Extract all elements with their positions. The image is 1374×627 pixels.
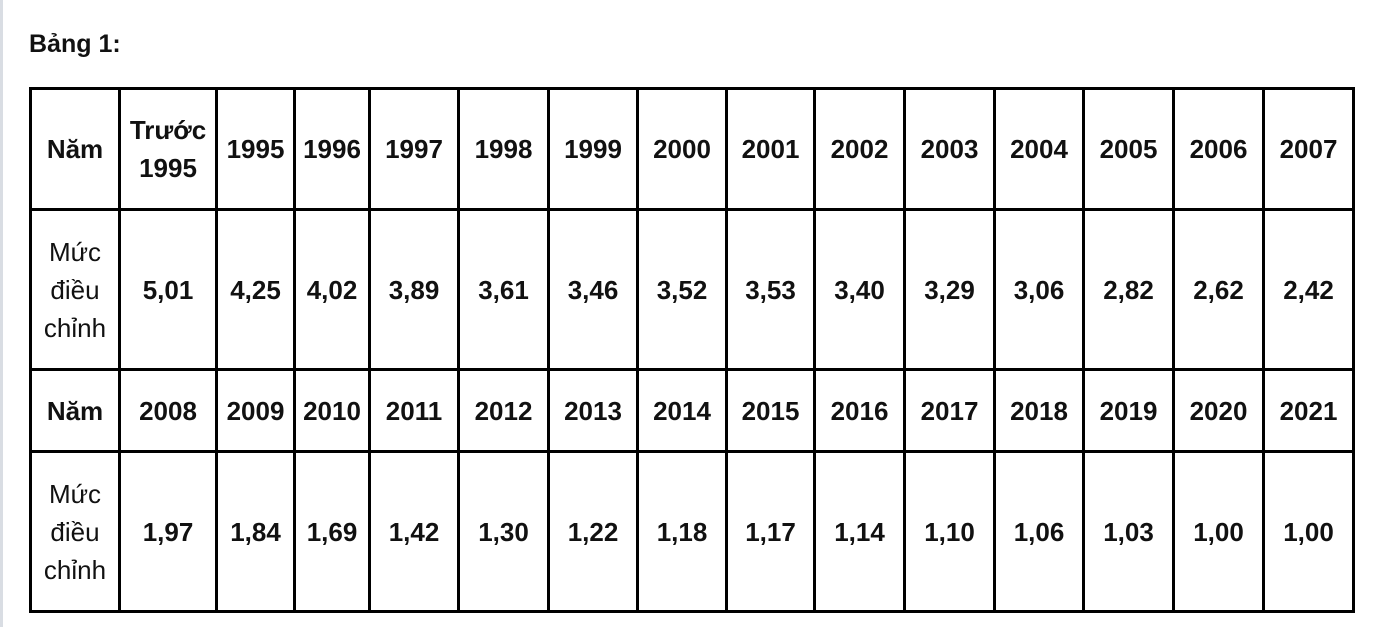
table-cell: 1997	[368, 87, 460, 211]
table-cell: 1,17	[725, 450, 816, 613]
table-cell: 2004	[993, 87, 1085, 211]
row-header: Mức điều chỉnh	[29, 208, 121, 371]
table-cell: 2000	[636, 87, 728, 211]
table-cell: 3,52	[636, 208, 728, 371]
table-cell: 2,42	[1262, 208, 1355, 371]
table-cell: 1999	[547, 87, 639, 211]
table-cell: 2010	[293, 368, 371, 453]
table-cell: 2,62	[1172, 208, 1265, 371]
table-cell: 1,00	[1262, 450, 1355, 613]
table-cell: 2021	[1262, 368, 1355, 453]
table-row: Năm Trước 1995 1995 1996 1997 1998 1999 2000 200…	[29, 87, 1355, 211]
table-cell: 2013	[547, 368, 639, 453]
table-cell: 2019	[1082, 368, 1175, 453]
row-header: Năm	[29, 368, 121, 453]
table-cell: 1,03	[1082, 450, 1175, 613]
table-cell: 1996	[293, 87, 371, 211]
row-header: Mức điều chỉnh	[29, 450, 121, 613]
table-cell: 2007	[1262, 87, 1355, 211]
table-cell: 1,14	[813, 450, 906, 613]
table-cell: 4,02	[293, 208, 371, 371]
table-cell: 2020	[1172, 368, 1265, 453]
table-cell: 3,89	[368, 208, 460, 371]
table-cell: 2014	[636, 368, 728, 453]
page-edge	[0, 0, 3, 627]
table-cell: 4,25	[215, 208, 296, 371]
row-header: Năm	[29, 87, 121, 211]
table-cell: 2001	[725, 87, 816, 211]
table-cell: 2003	[903, 87, 996, 211]
table-cell: 3,46	[547, 208, 639, 371]
table-cell: 3,29	[903, 208, 996, 371]
table-cell: 1,30	[457, 450, 550, 613]
table-cell: 3,06	[993, 208, 1085, 371]
table-cell: 2018	[993, 368, 1085, 453]
table-cell: 2008	[118, 368, 218, 453]
table-cell: 2016	[813, 368, 906, 453]
table-cell: 3,61	[457, 208, 550, 371]
table-cell: 1995	[215, 87, 296, 211]
table-cell: 1,97	[118, 450, 218, 613]
table-cell: 1,22	[547, 450, 639, 613]
table-row: Mức điều chỉnh 5,01 4,25 4,02 3,89 3,61 3,46 3,…	[29, 208, 1355, 371]
table-cell: 2011	[368, 368, 460, 453]
table-cell: 2012	[457, 368, 550, 453]
table-cell: 1,10	[903, 450, 996, 613]
table-row: Mức điều chỉnh 1,97 1,84 1,69 1,42 1,30 1,22 1,…	[29, 450, 1355, 613]
table-title: Bảng 1:	[29, 30, 121, 58]
table-cell: 1,00	[1172, 450, 1265, 613]
table-cell: 2009	[215, 368, 296, 453]
table-cell: 2005	[1082, 87, 1175, 211]
table-cell: 1998	[457, 87, 550, 211]
table-cell: 3,53	[725, 208, 816, 371]
table-cell: 1,84	[215, 450, 296, 613]
table-cell: 2002	[813, 87, 906, 211]
table-cell: 2015	[725, 368, 816, 453]
table-cell: 1,06	[993, 450, 1085, 613]
table-cell: 2,82	[1082, 208, 1175, 371]
table-cell: 1,18	[636, 450, 728, 613]
table-row: Năm 2008 2009 2010 2011 2012 2013 2014 2015 2016 2…	[29, 368, 1355, 453]
data-table: Năm Trước 1995 1995 1996 1997 1998 1999 2000 200…	[29, 87, 1355, 613]
table-cell: 2006	[1172, 87, 1265, 211]
table-cell: 1,69	[293, 450, 371, 613]
table-cell: 3,40	[813, 208, 906, 371]
table-cell: 2017	[903, 368, 996, 453]
table-cell: Trước 1995	[118, 87, 218, 211]
table-cell: 5,01	[118, 208, 218, 371]
table-cell: 1,42	[368, 450, 460, 613]
